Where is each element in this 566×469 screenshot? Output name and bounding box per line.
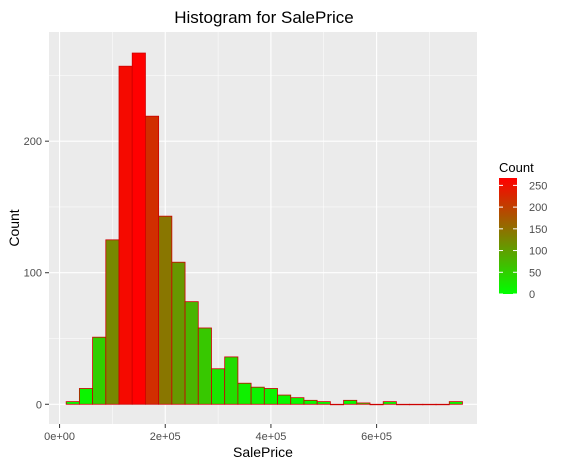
histogram-bar: [224, 356, 239, 405]
x-tick-label: 4e+05: [255, 431, 286, 443]
histogram-bar: [78, 388, 93, 405]
histogram-bar: [145, 115, 160, 405]
y-axis-ticks: 0 100 200: [24, 136, 49, 411]
legend-tick-label: 150: [529, 224, 547, 236]
histogram-bar: [422, 403, 437, 406]
histogram-bar: [92, 336, 107, 405]
histogram-bar: [369, 403, 384, 406]
histogram-bars: [65, 52, 463, 406]
x-axis-ticks: 0e+00 2e+05 4e+05 6e+05: [44, 424, 392, 443]
legend-tick-label: 100: [529, 246, 547, 258]
legend-tick-label: 0: [529, 289, 535, 301]
histogram-bar: [263, 388, 278, 405]
histogram-bar: [448, 401, 463, 405]
histogram-bar: [171, 261, 186, 405]
histogram-bar: [118, 65, 133, 405]
histogram-bar: [409, 403, 424, 406]
legend-title: Count: [499, 160, 534, 175]
y-tick-label: 200: [24, 136, 42, 148]
chart-title: Histogram for SalePrice: [174, 8, 354, 27]
x-tick-label: 6e+05: [361, 431, 392, 443]
color-legend: Count 0 50 100 150 200 250: [499, 160, 547, 301]
legend-tick-label: 250: [529, 180, 547, 192]
x-tick-label: 0e+00: [44, 431, 75, 443]
histogram-bar: [105, 239, 120, 405]
histogram-bar: [329, 403, 344, 406]
histogram-bar: [184, 301, 199, 405]
y-axis-title: Count: [6, 209, 22, 246]
histogram-bar: [250, 386, 265, 405]
histogram-bar: [343, 399, 358, 405]
grid-minor: [49, 32, 477, 424]
legend-tick-label: 50: [529, 267, 541, 279]
y-tick-label: 100: [24, 268, 42, 280]
histogram-bar: [316, 401, 331, 405]
histogram-bar: [303, 399, 318, 405]
histogram-bar: [435, 403, 450, 406]
histogram-bar: [356, 402, 371, 405]
histogram-bar: [382, 401, 397, 405]
legend-ticks: 0 50 100 150 200 250: [499, 180, 547, 301]
histogram-bar: [237, 382, 252, 405]
histogram-bar: [131, 52, 146, 405]
histogram-bar: [290, 397, 305, 405]
histogram-bar: [211, 368, 226, 405]
legend-tick-label: 200: [529, 202, 547, 214]
histogram-bar: [197, 327, 212, 405]
legend-colorbar: [499, 178, 517, 294]
histogram-bar: [396, 403, 411, 406]
x-tick-label: 2e+05: [150, 431, 181, 443]
histogram-bar: [158, 215, 173, 405]
y-tick-label: 0: [36, 399, 42, 411]
histogram-bar: [277, 394, 292, 405]
histogram-bar: [65, 401, 80, 405]
x-axis-title: SalePrice: [233, 444, 293, 460]
